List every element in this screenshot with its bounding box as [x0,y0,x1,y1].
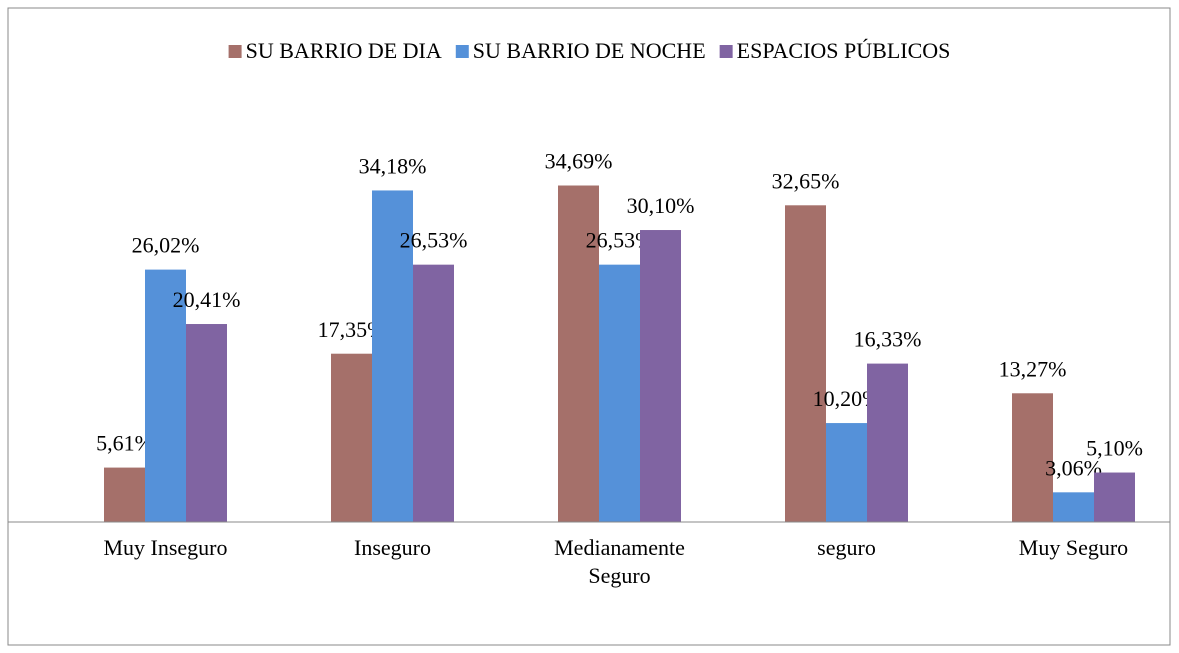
bar [640,230,681,522]
bar [104,467,145,522]
bar [1053,492,1094,522]
x-tick-label: Muy Inseguro [103,535,228,560]
legend-swatch [719,45,733,58]
data-label: 5,10% [1086,436,1143,461]
bar [331,353,372,522]
data-label: 5,61% [96,431,153,456]
x-tick-label: seguro [817,535,876,560]
bar [1094,472,1135,522]
bar [599,264,640,522]
bar [186,324,227,522]
bar [558,185,599,522]
data-label: 20,41% [173,287,241,312]
x-tick-label: Muy Seguro [1018,535,1129,560]
data-label: 13,27% [999,356,1067,381]
legend-swatch [228,45,242,58]
data-label: 34,69% [545,149,613,174]
bar [413,264,454,522]
bar [826,423,867,522]
data-label: 30,10% [627,193,695,218]
data-label: 26,53% [400,228,468,253]
legend-label: ESPACIOS PÚBLICOS [737,38,951,63]
legend-label: SU BARRIO DE DIA [246,38,442,63]
x-tick-label: Medianamente Seguro [554,535,685,588]
data-label: 3,06% [1045,455,1102,480]
bar [867,363,908,522]
data-label: 26,02% [132,233,200,258]
data-label: 16,33% [854,327,922,352]
x-tick-label: Inseguro [354,535,431,560]
bar [1012,393,1053,522]
data-label: 34,18% [359,154,427,179]
data-label: 32,65% [772,168,840,193]
legend-label: SU BARRIO DE NOCHE [473,38,706,63]
bar [372,190,413,523]
bar [785,205,826,523]
bar [145,269,186,522]
legend-swatch [455,45,469,58]
